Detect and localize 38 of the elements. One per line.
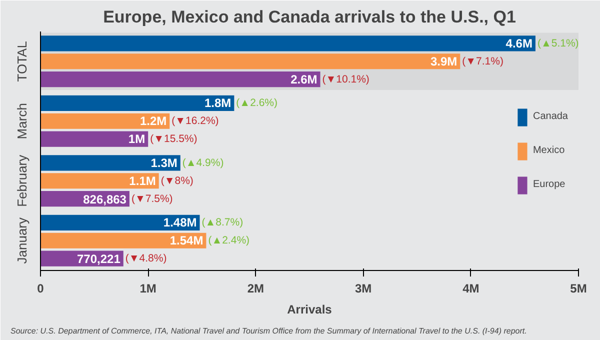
y-tick-label: February	[14, 154, 30, 207]
legend-label: Canada	[532, 111, 568, 122]
data-label: 1.8M (▲2.6%)	[204, 96, 278, 110]
chart-title: Europe, Mexico and Canada arrivals to the U.S., Q1	[103, 8, 516, 26]
data-label: 826,863 (▼7.5%)	[83, 192, 173, 206]
bar	[40, 113, 170, 129]
y-tick-label: TOTAL	[14, 41, 30, 82]
legend-label: Mexico	[532, 145, 565, 156]
source-note: Source: U.S. Department of Commerce, ITA, National Travel and Tourism Office from the Summary of International Travel to the U.S. (I-94) report.	[10, 326, 527, 336]
data-label: 770,221 (▼4.8%)	[77, 252, 167, 266]
x-tick-label: 2M	[247, 282, 264, 296]
legend-label: Europe	[532, 179, 566, 190]
bar	[40, 173, 159, 189]
data-label: 4.6M (▲5.1%)	[506, 36, 579, 50]
data-label: 1.2M (▼16.2%)	[140, 114, 219, 128]
bar	[40, 155, 180, 171]
x-tick-label: 1M	[140, 282, 156, 296]
bar	[40, 214, 200, 230]
data-label: 1.3M (▲4.9%)	[150, 156, 224, 170]
bar	[40, 232, 206, 248]
x-tick-label: 4M	[462, 282, 480, 296]
data-label: 1M (▼15.5%)	[128, 132, 198, 146]
data-label: 1.54M (▲2.4%)	[170, 234, 250, 248]
data-label: 1.1M (▼8%)	[129, 174, 194, 188]
x-tick-label: 3M	[354, 282, 372, 296]
x-tick-label: 0	[37, 282, 44, 296]
data-label: 1.48M (▲8.7%)	[163, 216, 244, 230]
bar	[40, 36, 536, 52]
bar	[40, 95, 234, 111]
y-tick-label: January	[14, 217, 30, 264]
data-label: 2.6M (▼10.1%)	[290, 72, 370, 86]
x-tick-label: 5M	[570, 282, 587, 296]
x-axis-title: Arrivals	[287, 302, 332, 316]
bar	[40, 131, 148, 147]
bar	[40, 72, 320, 88]
data-label: 3.9M (▼7.1%)	[430, 54, 504, 68]
bar	[40, 54, 460, 70]
y-tick-label: March	[14, 103, 30, 140]
